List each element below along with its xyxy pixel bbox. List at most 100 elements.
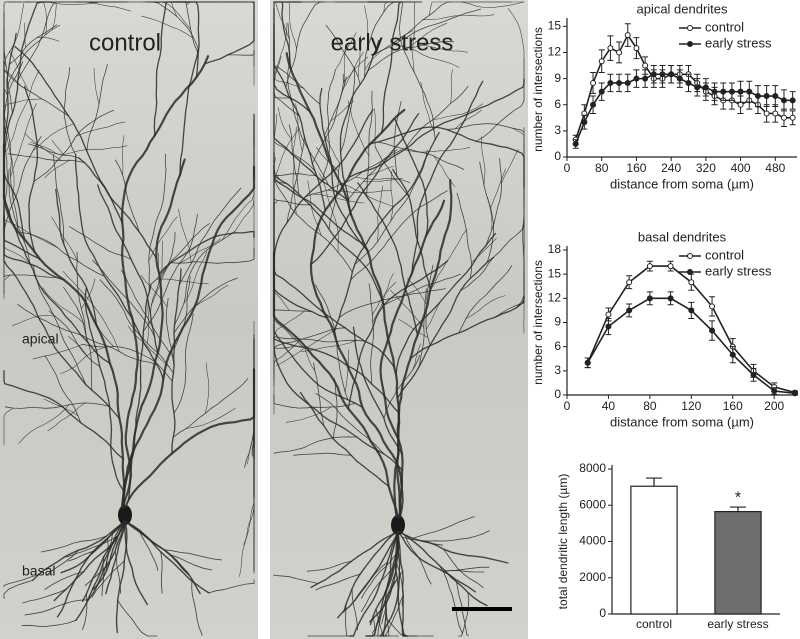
dendrite <box>343 56 369 83</box>
dendrite <box>171 268 182 455</box>
dendrite <box>138 529 159 571</box>
dendrite <box>277 107 293 141</box>
dendrite <box>404 85 469 150</box>
data-point <box>711 88 718 95</box>
dendrite <box>432 103 484 121</box>
x-tick-label: 40 <box>602 399 616 413</box>
y-tick-label: 0 <box>554 149 561 163</box>
data-point <box>572 140 579 147</box>
dendrite <box>465 295 506 320</box>
data-point <box>624 32 631 39</box>
data-point <box>605 323 612 330</box>
y-tick-label: 0 <box>554 387 561 401</box>
y-tick-label: 18 <box>548 242 562 256</box>
dendrite <box>363 178 403 182</box>
dendrite <box>355 176 411 183</box>
dendrite <box>354 149 428 265</box>
dendrite <box>306 560 352 572</box>
dendrite <box>350 190 448 281</box>
dendrite <box>172 378 249 438</box>
dendrite <box>429 229 467 292</box>
dendrite <box>393 44 460 68</box>
data-point <box>598 88 605 95</box>
dendrite <box>397 530 509 564</box>
dendrite <box>3 64 69 117</box>
dendrite <box>74 154 164 380</box>
dendrite <box>120 55 210 509</box>
dendrite <box>12 315 56 326</box>
dendrite <box>461 1 525 8</box>
dendrite <box>150 231 176 313</box>
data-point <box>685 79 692 86</box>
dendrite <box>86 64 108 152</box>
x-axis-label: distance from soma (µm) <box>610 414 754 429</box>
data-point <box>633 75 640 82</box>
dendrite <box>141 15 193 38</box>
error-bar <box>646 477 662 487</box>
dendrite <box>36 36 60 42</box>
dendrite <box>81 278 96 309</box>
dendrite <box>147 300 150 344</box>
dendrite <box>433 155 456 187</box>
data-point <box>626 307 633 314</box>
dendrite <box>407 22 448 49</box>
legend-label: early stress <box>705 35 772 50</box>
dendrite <box>273 394 356 409</box>
dendrite <box>364 5 369 48</box>
y-tick-label: 9 <box>554 315 561 329</box>
dendrite <box>227 49 255 56</box>
y-tick-label: 2000 <box>579 570 606 584</box>
dendrite <box>315 573 361 591</box>
neurons <box>2 1 525 637</box>
dendrite <box>140 275 168 307</box>
dendrite <box>286 135 305 224</box>
dendrite <box>3 136 42 235</box>
soma <box>118 505 132 525</box>
dendrite <box>23 85 39 254</box>
dendrite <box>357 35 362 78</box>
dendrite <box>192 284 229 309</box>
dendrite <box>397 530 407 637</box>
data-point <box>607 45 614 52</box>
y-tick-label: 6000 <box>579 497 606 511</box>
dendrite <box>161 240 163 274</box>
dendrite <box>342 51 364 91</box>
dendrite <box>372 282 396 315</box>
x-tick-label: 400 <box>731 161 751 175</box>
dendrite <box>315 393 385 455</box>
error-bar <box>730 506 746 512</box>
dendrite <box>178 238 221 264</box>
dendrite <box>490 168 506 209</box>
y-axis-label: number of intersections <box>531 27 545 152</box>
dendrite <box>105 520 126 595</box>
dendrite <box>422 14 495 21</box>
dendrite <box>179 48 199 176</box>
dendrite <box>170 554 213 571</box>
dendrite <box>234 185 255 232</box>
dendrite <box>341 183 394 207</box>
dendrite <box>273 7 326 212</box>
data-point <box>791 390 798 397</box>
dendrite <box>3 407 14 446</box>
dendrite <box>91 560 125 598</box>
dendrite <box>412 516 475 539</box>
x-tick-label: 0 <box>564 161 571 175</box>
dendrite <box>446 123 525 133</box>
dendrite <box>60 520 126 574</box>
dendrite <box>124 520 210 594</box>
dendrite <box>76 251 87 342</box>
data-point <box>646 295 653 302</box>
dendrite <box>92 259 155 338</box>
dendrite <box>120 269 175 358</box>
dendrite <box>174 230 236 326</box>
dendrite <box>33 265 87 386</box>
dendrite <box>322 69 336 181</box>
y-tick-label: 15 <box>548 19 562 33</box>
annotation: * <box>735 489 741 506</box>
dendrite <box>273 164 353 273</box>
dendrite <box>412 1 416 73</box>
data-point <box>728 88 735 95</box>
data-point <box>729 351 736 358</box>
dendrite <box>374 146 410 198</box>
dendrite <box>383 354 421 419</box>
